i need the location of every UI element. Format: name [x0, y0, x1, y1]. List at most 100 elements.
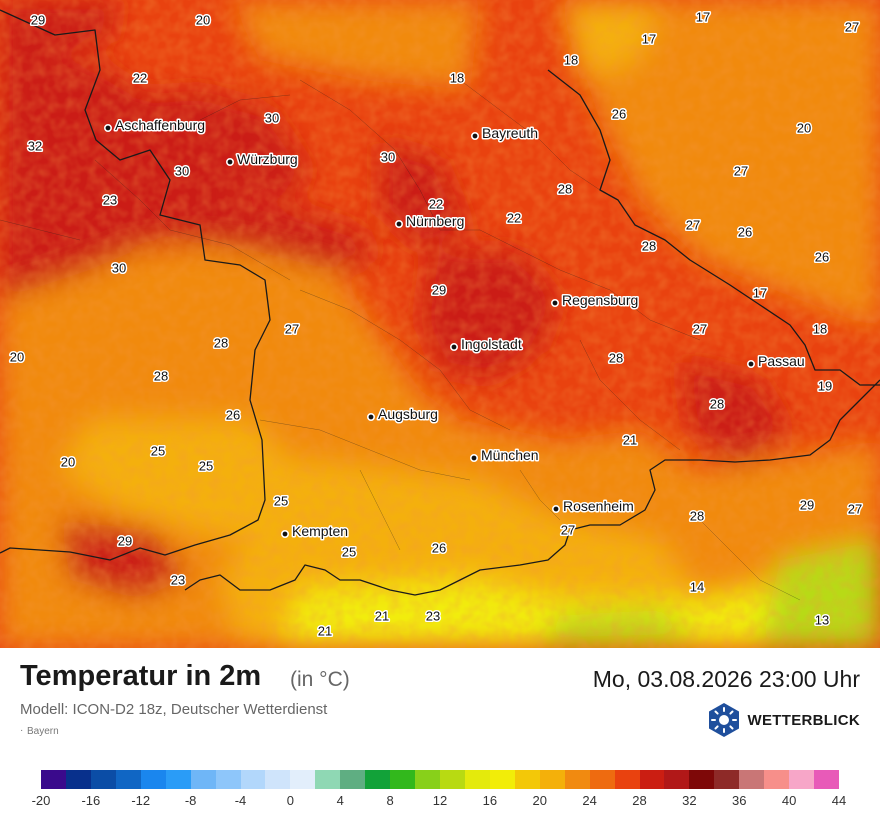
model-source: Modell: ICON-D2 18z, Deutscher Wetterdie… — [20, 701, 328, 718]
color-scale-swatch — [340, 770, 366, 789]
color-scale-swatch — [415, 770, 440, 789]
temperature-value: 27 — [845, 20, 859, 35]
city-marker: Bayreuth — [470, 124, 540, 143]
color-scale-label: -8 — [184, 793, 197, 808]
temperature-value: 27 — [693, 322, 707, 337]
temperature-value: 29 — [31, 13, 45, 28]
city-name: München — [481, 447, 539, 463]
temperature-value: 23 — [426, 609, 440, 624]
color-scale-label: -16 — [81, 793, 101, 808]
temperature-value: 18 — [564, 53, 578, 68]
city-name: Augsburg — [378, 406, 438, 422]
city-dot — [550, 298, 559, 307]
color-scale-swatch — [115, 770, 141, 789]
color-scale-label: -12 — [131, 793, 151, 808]
color-scale-swatch — [215, 770, 241, 789]
color-scale-swatch — [539, 770, 565, 789]
color-scale-swatch — [290, 770, 316, 789]
color-scale-swatch — [90, 770, 116, 789]
color-scale-swatch — [589, 770, 615, 789]
brand-name: WETTERBLICK — [747, 711, 860, 729]
brand-logo: WETTERBLICK — [706, 703, 860, 737]
temperature-value: 29 — [800, 498, 814, 513]
temperature-value: 26 — [612, 107, 626, 122]
city-dot — [366, 412, 375, 421]
color-scale-swatch — [140, 770, 166, 789]
city-dot — [226, 158, 235, 167]
color-scale-swatch — [789, 770, 815, 789]
city-name: Rosenheim — [563, 498, 634, 514]
city-dot — [104, 124, 113, 133]
temperature-value: 17 — [753, 286, 767, 301]
temperature-value: 27 — [561, 523, 575, 538]
footer-panel: Temperatur in 2m (in °C) Mo, 03.08.2026 … — [0, 648, 880, 830]
color-scale-label: 28 — [632, 793, 647, 808]
temperature-value: 32 — [28, 139, 42, 154]
temperature-value: 18 — [450, 71, 464, 86]
temperature-value: 29 — [118, 534, 132, 549]
color-scale-label: 8 — [386, 793, 394, 808]
city-name: Ingolstadt — [461, 336, 522, 352]
temperature-value: 26 — [226, 408, 240, 423]
map-canvas: 29 20 17 27 17 18 22 18 26 30 20 32 30 30 27 28 23 22 22 27… — [0, 0, 880, 648]
temperature-value: 21 — [375, 609, 389, 624]
city-marker: Rosenheim — [551, 497, 635, 516]
city-marker: Ingolstadt — [449, 335, 523, 354]
city-marker: Würzburg — [226, 150, 299, 169]
temperature-value: 18 — [813, 322, 827, 337]
color-scale-label: 20 — [532, 793, 547, 808]
city-marker: Nürnberg — [394, 212, 466, 231]
color-scale-swatch — [65, 770, 91, 789]
color-scale-label: -4 — [234, 793, 247, 808]
color-scale-swatch — [365, 770, 391, 789]
temperature-value: 28 — [154, 369, 168, 384]
color-scale-swatch — [514, 770, 540, 789]
color-scale-label: 44 — [831, 793, 847, 808]
temperature-value: 25 — [151, 444, 165, 459]
color-scale-label: 24 — [582, 793, 597, 808]
color-scale-swatch — [240, 770, 266, 789]
region-label: Bayern — [20, 725, 59, 737]
temperature-value: 27 — [285, 322, 299, 337]
temperature-value: 25 — [274, 494, 288, 509]
temperature-value: 30 — [381, 150, 395, 165]
temperature-value: 29 — [432, 283, 446, 298]
temperature-value: 23 — [171, 573, 185, 588]
color-scale-swatch — [464, 770, 490, 789]
temperature-value: 22 — [429, 197, 443, 212]
temperature-value: 28 — [558, 182, 572, 197]
color-scale-swatch — [689, 770, 715, 789]
city-dot — [449, 342, 458, 351]
unit-label: (in °C) — [290, 668, 350, 691]
color-scale-label: 16 — [482, 793, 498, 808]
temperature-value: 17 — [696, 10, 710, 25]
temperature-value: 30 — [265, 111, 279, 126]
city-dot — [746, 359, 755, 368]
color-scale-swatch — [315, 770, 341, 789]
temperature-value: 25 — [199, 459, 213, 474]
state-border — [0, 9, 880, 596]
valid-datetime: Mo, 03.08.2026 23:00 Uhr — [592, 666, 860, 692]
temperature-value: 27 — [686, 218, 700, 233]
color-scale-label: -20 — [31, 793, 51, 808]
city-marker: Kempten — [280, 522, 350, 541]
temperature-value: 14 — [690, 580, 704, 595]
temperature-value: 27 — [848, 502, 862, 517]
temperature-value: 20 — [196, 13, 210, 28]
city-marker: München — [469, 446, 540, 465]
map-texture — [0, 0, 880, 648]
city-marker: Augsburg — [366, 405, 439, 424]
city-dot — [551, 504, 560, 513]
city-name: Bayreuth — [482, 125, 538, 141]
color-scale-swatch — [614, 770, 640, 789]
map-title: Temperatur in 2m — [20, 660, 262, 692]
color-scale-swatch — [165, 770, 191, 789]
city-dot — [394, 220, 403, 229]
color-scale-label: 32 — [682, 793, 697, 808]
city-markers: Aschaffenburg Würzburg Bayreuth Nürnberg Reg… — [104, 116, 806, 541]
city-name: Würzburg — [237, 151, 298, 167]
color-scale-swatch — [489, 770, 515, 789]
city-marker: Aschaffenburg — [104, 116, 207, 135]
temperature-value: 25 — [342, 545, 356, 560]
city-dot — [469, 453, 478, 462]
